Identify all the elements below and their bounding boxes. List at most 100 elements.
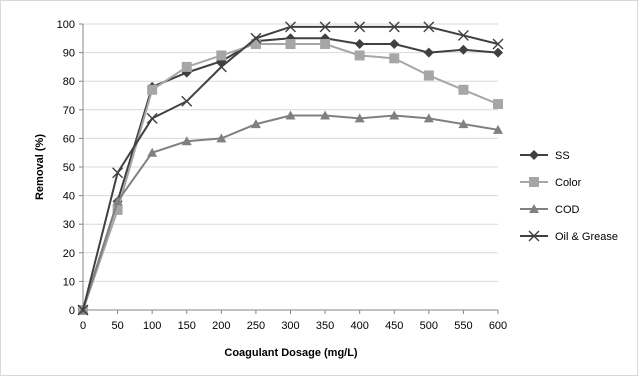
y-tick-label: 10: [63, 276, 75, 288]
x-marker-stroke: [181, 95, 193, 107]
x-tick-label: 600: [489, 320, 507, 332]
x-tick-label: 350: [316, 320, 334, 332]
data-point-color: [112, 204, 123, 215]
x-marker-stroke: [250, 32, 262, 44]
legend-marker: [529, 150, 539, 160]
data-point-oil-grease: [319, 21, 331, 33]
data-point-ss: [389, 39, 400, 50]
gridlines: [83, 23, 498, 282]
x-marker-stroke: [457, 29, 469, 41]
y-tick-label: 70: [63, 105, 75, 117]
data-point-oil-grease: [423, 21, 435, 33]
x-axis-title: Coagulant Dosage (mg/L): [224, 347, 358, 359]
y-tick-label: 40: [63, 191, 75, 203]
y-tick-label: 30: [63, 219, 75, 231]
data-point-oil-grease: [215, 61, 227, 73]
data-point-cod: [320, 110, 331, 120]
data-point-color: [285, 39, 296, 50]
data-point-oil-grease: [285, 21, 296, 33]
data-point-color: [423, 70, 434, 81]
data-point-cod: [285, 110, 296, 120]
data-point-ss: [458, 44, 469, 55]
data-point-oil-grease: [250, 32, 262, 44]
data-point-oil-grease: [388, 21, 400, 33]
data-point-oil-grease: [492, 38, 504, 50]
legend-label: Color: [555, 177, 582, 189]
data-point-oil-grease: [112, 167, 124, 179]
x-tick-label: 300: [281, 320, 299, 332]
data-point-cod: [112, 196, 123, 206]
x-tick-label: 0: [80, 320, 86, 332]
series-oil-grease: [77, 21, 504, 316]
x-marker-stroke: [319, 21, 331, 33]
data-point-cod: [493, 124, 503, 134]
series-color: [78, 39, 503, 315]
data-point-color: [250, 39, 261, 50]
data-point-ss: [354, 39, 365, 50]
legend-marker: [529, 204, 539, 213]
legend: SS Color COD Oil & Grease: [520, 150, 618, 243]
x-tick-label: 100: [143, 320, 161, 332]
x-marker-stroke: [388, 21, 400, 33]
x-marker-stroke: [285, 21, 296, 33]
y-tick-label: 50: [63, 162, 75, 174]
x-marker-stroke: [77, 304, 89, 316]
legend-item-color: Color: [520, 177, 582, 189]
legend-label: Oil & Grease: [555, 231, 618, 243]
x-marker-stroke: [112, 167, 124, 179]
y-axis-title: Removal (%): [34, 134, 46, 200]
data-point-color: [147, 84, 158, 95]
data-point-ss: [423, 47, 434, 58]
legend-marker: [528, 230, 540, 242]
x-tick-label: 50: [111, 320, 123, 332]
data-point-color: [181, 61, 192, 72]
legend-item-cod: COD: [520, 204, 580, 216]
data-point-cod: [354, 113, 365, 123]
axes: [79, 23, 499, 314]
data-point-cod: [250, 119, 261, 129]
data-point-ss: [493, 47, 503, 58]
x-marker-stroke: [354, 21, 366, 33]
legend-marker: [529, 177, 539, 187]
data-point-color: [320, 39, 331, 50]
y-tick-label: 100: [57, 19, 75, 31]
data-point-cod: [216, 133, 227, 143]
data-point-cod: [181, 136, 192, 146]
legend-label: COD: [555, 204, 580, 216]
x-marker-stroke: [423, 21, 435, 33]
series-group: [77, 21, 504, 316]
data-point-oil-grease: [181, 95, 193, 107]
data-point-color: [458, 84, 469, 95]
y-tick-label: 20: [63, 248, 75, 260]
data-point-color: [216, 50, 227, 61]
legend-item-ss: SS: [520, 150, 570, 162]
y-tick-label: 80: [63, 76, 75, 88]
x-marker-stroke: [492, 38, 504, 50]
y-tick-label: 60: [63, 133, 75, 145]
data-point-cod: [458, 119, 469, 129]
x-tick-labels: 0 50 100 150 200 250 300 350 400 450 500 550 600: [80, 320, 507, 332]
series-cod: [78, 110, 503, 314]
data-point-cod: [147, 147, 158, 157]
x-tick-label: 250: [247, 320, 265, 332]
x-tick-label: 450: [385, 320, 403, 332]
series-line-cod: [82, 114, 499, 311]
data-point-cod: [389, 110, 400, 120]
x-tick-label: 550: [454, 320, 472, 332]
x-tick-label: 400: [350, 320, 368, 332]
series-line-oil-grease: [82, 25, 499, 311]
data-point-oil-grease: [354, 21, 366, 33]
data-point-oil-grease: [77, 304, 89, 316]
series-line-color: [82, 43, 499, 311]
x-tick-label: 200: [212, 320, 230, 332]
x-tick-label: 500: [420, 320, 438, 332]
x-marker-stroke: [146, 112, 158, 124]
data-point-oil-grease: [457, 29, 469, 41]
data-point-color: [493, 99, 503, 110]
data-point-cod: [423, 113, 434, 123]
data-point-color: [354, 50, 365, 61]
data-point-oil-grease: [146, 112, 158, 124]
y-tick-labels: 0 10 20 30 40 50 60 70 80 90 100: [57, 19, 75, 317]
legend-item-oil-grease: Oil & Grease: [520, 230, 618, 243]
